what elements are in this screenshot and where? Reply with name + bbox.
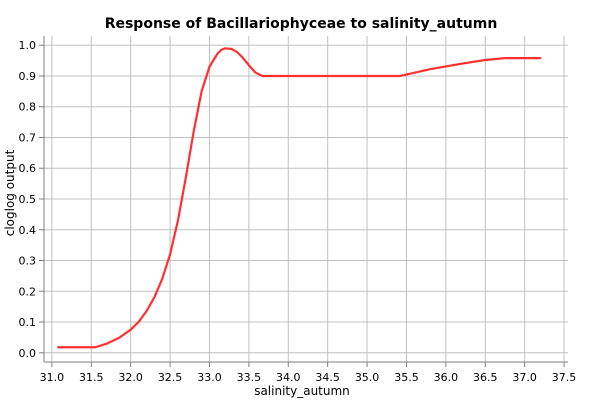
x-tick-label: 36.0 [434, 371, 459, 384]
y-tick-label: 0.9 [19, 70, 37, 83]
chart-title: Response of Bacillariophyceae to salinit… [105, 16, 498, 32]
series-line-0 [57, 47, 542, 349]
y-axis-label: cloglog output [3, 149, 17, 236]
grid [44, 36, 568, 362]
x-axis-label: salinity_autumn [254, 384, 350, 398]
x-tick-label: 35.0 [355, 371, 380, 384]
y-tick-label: 0.8 [19, 101, 37, 114]
x-tick-label: 37.5 [552, 371, 577, 384]
x-tick-label: 37.0 [512, 371, 537, 384]
x-tick-label: 31.5 [79, 371, 104, 384]
x-tick-label: 35.5 [394, 371, 419, 384]
tick-labels: 31.0 31.5 32.0 32.5 33.0 33.5 34.0 34.5 35.0 35.5… [19, 39, 577, 384]
y-tick-label: 0.6 [19, 162, 37, 175]
x-tick-label: 31.0 [40, 371, 65, 384]
y-tick-label: 0.1 [19, 316, 37, 329]
axes [39, 36, 568, 367]
x-tick-label: 33.5 [237, 371, 262, 384]
y-tick-label: 0.3 [19, 255, 37, 268]
x-tick-label: 34.5 [315, 371, 340, 384]
y-tick-label: 0.0 [19, 347, 37, 360]
y-tick-label: 0.4 [19, 224, 37, 237]
x-tick-label: 32.0 [118, 371, 143, 384]
y-tick-label: 0.5 [19, 193, 37, 206]
y-tick-label: 1.0 [19, 39, 37, 52]
x-tick-label: 32.5 [158, 371, 183, 384]
x-tick-label: 34.0 [276, 371, 301, 384]
y-tick-label: 0.2 [19, 285, 37, 298]
x-tick-label: 33.0 [197, 371, 222, 384]
series-layer [57, 47, 542, 349]
y-tick-label: 0.7 [19, 131, 37, 144]
x-tick-label: 36.5 [473, 371, 498, 384]
